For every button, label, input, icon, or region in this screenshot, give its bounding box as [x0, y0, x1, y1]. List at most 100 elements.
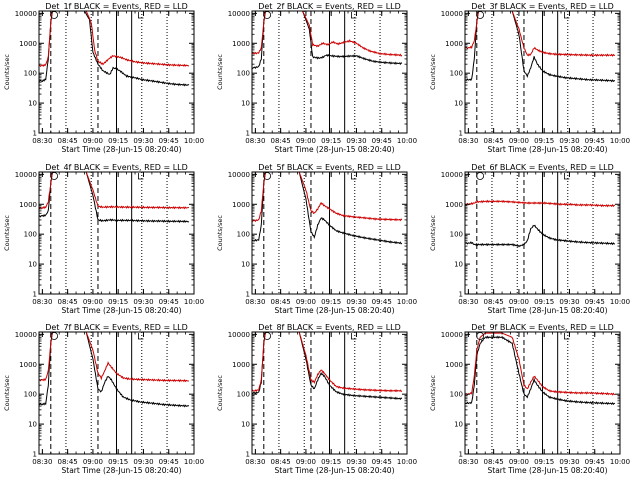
- plot-frame: [251, 331, 408, 455]
- x-axis-label: Start Time (28-Jun-15 08:20:40): [488, 145, 608, 154]
- chart-title: Det_6f BLACK = Events, RED = LLD: [471, 163, 614, 172]
- y-tick-label: 1: [246, 291, 250, 299]
- y-tick-label: 10: [454, 261, 463, 269]
- x-tick-label: 09:00: [83, 298, 103, 306]
- chart-title: Det_8f BLACK = Events, RED = LLD: [258, 323, 401, 332]
- x-tick-label: 08:45: [271, 137, 291, 145]
- x-tick-label: 10:00: [184, 298, 204, 306]
- series-line-events: [252, 332, 403, 401]
- plot-frame: [251, 10, 408, 134]
- x-tick-label: 09:30: [559, 298, 579, 306]
- saa-marker-icon: [263, 11, 272, 19]
- bracket-marker-icon: [138, 12, 144, 19]
- x-tick-label: 10:00: [397, 458, 417, 466]
- x-axis-label: Start Time (28-Jun-15 08:20:40): [62, 466, 182, 475]
- x-tick-label: 09:00: [296, 137, 316, 145]
- y-axis-label: Counts/sec: [216, 375, 224, 411]
- x-tick-label: 09:15: [321, 137, 341, 145]
- y-axis-label: Counts/sec: [216, 54, 224, 90]
- x-tick-label: 09:45: [159, 458, 179, 466]
- y-tick-label: 10000: [228, 10, 250, 18]
- x-tick-label: 09:45: [159, 298, 179, 306]
- x-tick-label: 09:00: [509, 137, 529, 145]
- x-tick-label: 10:00: [184, 137, 204, 145]
- x-tick-label: 09:30: [346, 298, 366, 306]
- y-tick-label: 100: [24, 391, 37, 399]
- series-line-events: [39, 172, 190, 224]
- x-tick-label: 10:00: [610, 137, 630, 145]
- x-tick-label: 08:30: [458, 137, 478, 145]
- y-tick-label: 1000: [19, 40, 37, 48]
- y-tick-label: 1000: [445, 361, 463, 369]
- x-tick-label: 08:45: [271, 458, 291, 466]
- x-tick-label: 08:45: [58, 458, 78, 466]
- bracket-marker-icon: [138, 333, 144, 340]
- x-tick-label: 09:00: [83, 458, 103, 466]
- chart-panel-5: 1 10 100 1000 10000 08:30 08:45 09:00 09:15 09:30…: [216, 163, 417, 315]
- x-tick-label: 10:00: [397, 137, 417, 145]
- y-tick-label: 100: [237, 391, 250, 399]
- x-tick-label: 09:45: [585, 458, 605, 466]
- saa-marker-icon: [476, 332, 485, 340]
- y-tick-label: 10000: [441, 331, 463, 339]
- x-tick-label: 09:45: [372, 298, 392, 306]
- x-tick-label: 08:30: [32, 137, 52, 145]
- series-line-lld: [252, 11, 403, 57]
- x-tick-label: 09:00: [509, 458, 529, 466]
- x-tick-label: 09:00: [296, 458, 316, 466]
- x-tick-label: 09:30: [133, 137, 153, 145]
- x-tick-label: 08:45: [484, 137, 504, 145]
- y-axis-label: Counts/sec: [216, 215, 224, 251]
- chart-panel-4: 1 10 100 1000 10000 08:30 08:45 09:00 09:15 09:30…: [3, 163, 204, 315]
- x-tick-label: 09:45: [372, 137, 392, 145]
- x-axis-label: Start Time (28-Jun-15 08:20:40): [488, 466, 608, 475]
- saa-marker-icon: [476, 11, 485, 19]
- y-tick-label: 1000: [232, 361, 250, 369]
- x-axis-label: Start Time (28-Jun-15 08:20:40): [275, 145, 395, 154]
- chart-title: Det_1f BLACK = Events, RED = LLD: [45, 2, 188, 11]
- x-tick-label: 09:00: [83, 137, 103, 145]
- x-tick-label: 10:00: [184, 458, 204, 466]
- y-axis-label: Counts/sec: [3, 54, 11, 90]
- chart-panel-3: 1 10 100 1000 10000 08:30 08:45 09:00 09:15 09:30…: [429, 2, 630, 154]
- y-tick-label: 1: [246, 130, 250, 138]
- x-axis-label: Start Time (28-Jun-15 08:20:40): [275, 306, 395, 315]
- y-tick-label: 10000: [441, 10, 463, 18]
- y-axis-label: Counts/sec: [3, 375, 11, 411]
- x-tick-label: 09:15: [108, 458, 128, 466]
- series-line-events: [465, 224, 616, 248]
- series-line-lld: [39, 11, 190, 68]
- plot-frame: [38, 10, 195, 134]
- saa-marker-icon: [50, 172, 59, 180]
- y-tick-label: 1000: [445, 40, 463, 48]
- y-tick-label: 1: [459, 451, 463, 459]
- series-line-events: [39, 332, 190, 408]
- chart-title: Det_5f BLACK = Events, RED = LLD: [258, 163, 401, 172]
- series-line-lld: [465, 199, 616, 208]
- chart-panel-6: 1 10 100 1000 10000 08:30 08:45 09:00 09:15 09:30…: [429, 163, 630, 315]
- x-axis-label: Start Time (28-Jun-15 08:20:40): [275, 466, 395, 475]
- x-tick-label: 10:00: [610, 458, 630, 466]
- chart-title: Det_2f BLACK = Events, RED = LLD: [258, 2, 401, 11]
- series-line-events: [252, 11, 403, 70]
- chart-title: Det_9f BLACK = Events, RED = LLD: [471, 323, 614, 332]
- x-tick-label: 09:45: [159, 137, 179, 145]
- x-axis-label: Start Time (28-Jun-15 08:20:40): [488, 306, 608, 315]
- x-tick-label: 08:30: [245, 298, 265, 306]
- y-tick-label: 100: [450, 391, 463, 399]
- x-tick-label: 09:15: [534, 298, 554, 306]
- x-tick-label: 09:45: [372, 458, 392, 466]
- x-tick-label: 10:00: [397, 298, 417, 306]
- x-tick-label: 09:15: [108, 298, 128, 306]
- plot-frame: [251, 171, 408, 295]
- x-tick-label: 09:45: [585, 137, 605, 145]
- y-tick-label: 100: [237, 231, 250, 239]
- y-tick-label: 1000: [445, 201, 463, 209]
- x-tick-label: 09:00: [509, 298, 529, 306]
- y-axis-label: Counts/sec: [429, 215, 437, 251]
- y-tick-label: 100: [24, 70, 37, 78]
- x-tick-label: 09:30: [559, 137, 579, 145]
- x-tick-label: 09:15: [321, 298, 341, 306]
- y-tick-label: 1000: [232, 201, 250, 209]
- x-tick-label: 09:15: [321, 458, 341, 466]
